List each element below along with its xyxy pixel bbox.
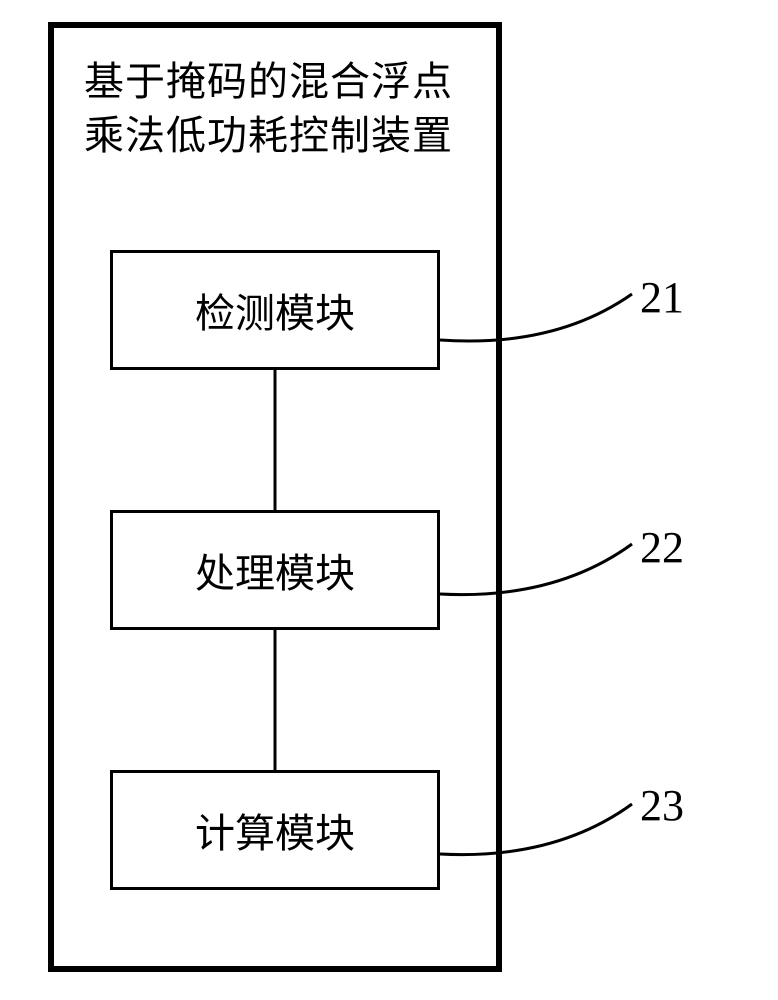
- module-process-number: 22: [640, 522, 684, 573]
- device-title: 基于掩码的混合浮点 乘法低功耗控制装置: [84, 55, 474, 163]
- module-process-label: 处理模块: [195, 541, 355, 599]
- module-detect-label: 检测模块: [195, 281, 355, 339]
- module-compute-label: 计算模块: [195, 801, 355, 859]
- title-line-1: 基于掩码的混合浮点: [84, 55, 474, 109]
- module-compute-number: 23: [640, 780, 684, 831]
- module-compute: 计算模块: [110, 770, 440, 890]
- module-detect-number: 21: [640, 272, 684, 323]
- diagram-canvas: 基于掩码的混合浮点 乘法低功耗控制装置 检测模块 处理模块 计算模块 21 22…: [0, 0, 778, 1000]
- module-detect: 检测模块: [110, 250, 440, 370]
- title-line-2: 乘法低功耗控制装置: [84, 109, 474, 163]
- module-process: 处理模块: [110, 510, 440, 630]
